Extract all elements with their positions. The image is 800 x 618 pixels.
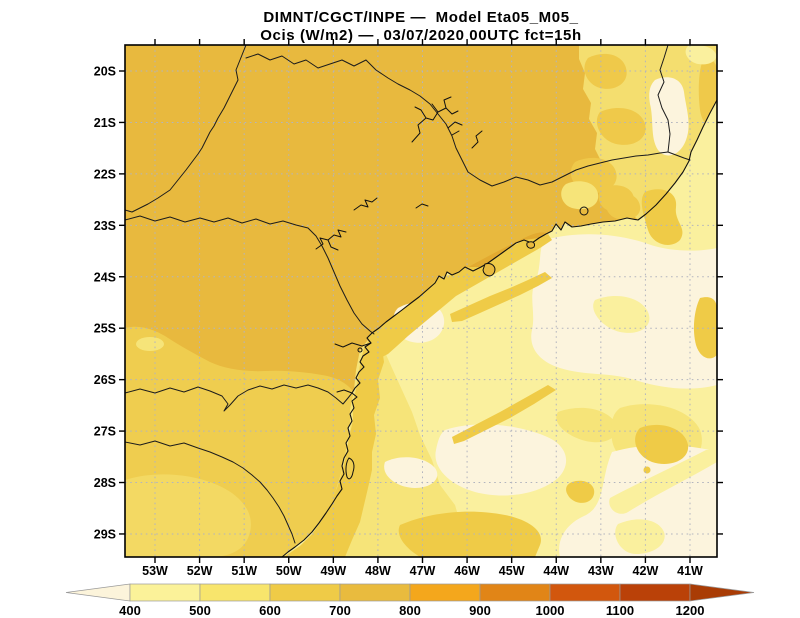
ocean-golden-speck <box>643 466 651 474</box>
ocean-pale-streak <box>609 450 717 514</box>
border-pr-sc <box>125 384 353 412</box>
colorbar-label-1200: 1200 <box>676 603 705 618</box>
border-mg-rj <box>467 151 669 187</box>
colorbar-segment-500-600 <box>199 583 271 602</box>
ocean-medium-blob-1 <box>556 407 618 443</box>
ocean-golden-blob-1 <box>635 424 689 465</box>
lon-label-41W: 41W <box>677 564 703 578</box>
lakes <box>315 96 483 394</box>
lon-label-45W: 45W <box>499 564 525 578</box>
colorbar-segment-700-800 <box>339 583 411 602</box>
ocean-golden-cabofrio <box>641 189 683 245</box>
lat-label-24S: 24S <box>94 270 116 284</box>
ocean-cream-center <box>435 424 567 496</box>
ocean-golden-edge <box>693 297 717 359</box>
lat-label-21S: 21S <box>94 116 116 130</box>
ocean-pale-blob-bottom <box>615 519 665 554</box>
lat-label-27S: 27S <box>94 425 116 439</box>
ocean-cream-small-2 <box>384 457 438 488</box>
land-pale-spot <box>136 337 164 351</box>
lon-label-44W: 44W <box>543 564 569 578</box>
colorbar-segment-900-1000 <box>479 583 551 602</box>
ne-golden-blob-1 <box>584 53 627 89</box>
lat-label-20S: 20S <box>94 65 116 79</box>
colorbar-segment-800-900 <box>409 583 481 602</box>
island-ilha-grande <box>526 241 535 249</box>
lon-label-53W: 53W <box>142 564 168 578</box>
colorbar: 400 500 600 700 800 900 1000 1100 1200 <box>65 583 755 618</box>
lon-label-42W: 42W <box>633 564 659 578</box>
lon-label-47W: 47W <box>410 564 436 578</box>
coastline <box>281 99 717 557</box>
colorbar-segment-1100-1200 <box>619 583 691 602</box>
ocean-medium-sc <box>282 335 475 557</box>
lagoon-rj <box>579 206 589 216</box>
lat-label-26S: 26S <box>94 373 116 387</box>
rj-medium-blob <box>561 181 599 210</box>
colorbar-label-400: 400 <box>119 603 141 618</box>
lake-furnas <box>411 96 463 143</box>
colorbar-label-800: 800 <box>399 603 421 618</box>
plot-frame <box>124 44 718 558</box>
colorbar-label-900: 900 <box>469 603 491 618</box>
colorbar-label-1100: 1100 <box>606 603 634 618</box>
map-area <box>125 45 717 557</box>
lat-label-29S: 29S <box>94 527 116 541</box>
lake-jurumirim <box>315 229 347 251</box>
lon-label-51W: 51W <box>231 564 257 578</box>
colorbar-under-arrow <box>65 583 131 602</box>
ocean-golden-bottom-streak <box>398 511 541 557</box>
colorbar-segment-1000-1100 <box>549 583 621 602</box>
ocean-pale-hole-1 <box>593 296 650 333</box>
lat-label-28S: 28S <box>94 476 116 490</box>
lagoon-babitonga <box>336 389 353 394</box>
lake-tiny <box>415 203 429 209</box>
colorbar-label-1000: 1000 <box>536 603 565 618</box>
border-parana-river <box>125 45 247 213</box>
lon-label-46W: 46W <box>454 564 480 578</box>
colorbar-label-700: 700 <box>329 603 351 618</box>
ne-pale-corner <box>685 45 717 65</box>
ocean-golden-streak-1 <box>450 272 552 322</box>
axis-ticks <box>119 39 723 563</box>
ocean-golden-sc-band <box>283 335 384 557</box>
border-sp-pr <box>125 215 375 335</box>
lake-small-mg <box>471 130 483 149</box>
ocean-golden-streak-2 <box>452 385 556 444</box>
lagoon-paranagua <box>334 342 372 348</box>
lon-label-50W: 50W <box>276 564 302 578</box>
lon-label-52W: 52W <box>187 564 213 578</box>
island-florianopolis <box>345 457 355 480</box>
border-sc-rs <box>125 440 296 544</box>
ne-golden-blob-2 <box>596 108 646 145</box>
longitude-labels: 53W 52W 51W 50W 49W 48W 47W 46W 45W 44W 43W 42W 41W <box>142 564 703 578</box>
rj-golden-blob <box>598 185 635 212</box>
border-rj-es <box>667 151 691 161</box>
lon-label-43W: 43W <box>588 564 614 578</box>
lake-barra-bonita <box>353 197 378 211</box>
plot-title-line1: DIMNT/CGCT/INPE — Model Eta05_M05_ <box>263 9 578 26</box>
gridlines <box>125 45 717 557</box>
ocean-golden-sp-strip <box>367 234 552 358</box>
lon-label-48W: 48W <box>365 564 391 578</box>
colorbar-label-500: 500 <box>189 603 211 618</box>
lat-label-22S: 22S <box>94 167 116 181</box>
lat-label-25S: 25S <box>94 322 116 336</box>
lon-label-49W: 49W <box>320 564 346 578</box>
colorbar-over-arrow <box>689 583 755 602</box>
colorbar-segment-600-700 <box>269 583 341 602</box>
islands <box>345 206 589 480</box>
land-southwest-lightest <box>125 474 251 557</box>
island-sao-sebastiao <box>482 263 496 277</box>
lat-label-23S: 23S <box>94 219 116 233</box>
colorbar-segment-400-500 <box>129 583 201 602</box>
plot-title-line2: Ocis (W/m2) — 03/07/2020 00UTC fct=15h <box>260 27 581 44</box>
colorbar-label-600: 600 <box>259 603 281 618</box>
islet-paranagua <box>357 347 363 353</box>
ocean-golden-small <box>566 480 595 503</box>
latitude-labels: 20S 21S 22S 23S 24S 25S 26S 27S 28S 29S <box>94 65 116 542</box>
border-mg-es <box>657 45 671 153</box>
